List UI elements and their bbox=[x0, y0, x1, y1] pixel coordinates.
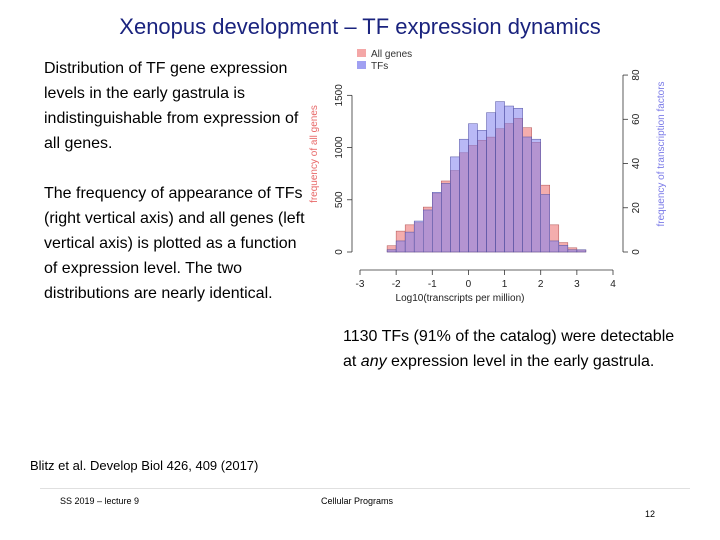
y-left-tick-label: 1500 bbox=[334, 84, 345, 107]
legend-swatch bbox=[357, 49, 366, 57]
legend-label: TFs bbox=[371, 61, 388, 72]
x-tick-label: -2 bbox=[392, 279, 401, 290]
tf-bar bbox=[468, 123, 478, 253]
y-right-tick-label: 80 bbox=[631, 69, 642, 81]
tf-bar bbox=[432, 192, 442, 253]
citation: Blitz et al. Develop Biol 426, 409 (2017… bbox=[30, 458, 259, 473]
tf-bar bbox=[477, 130, 487, 253]
y-right-tick-label: 60 bbox=[631, 113, 642, 125]
tf-bar bbox=[459, 138, 469, 253]
tf-bar bbox=[395, 240, 406, 253]
x-axis-label: Log10(transcripts per million) bbox=[396, 293, 525, 304]
footer-divider bbox=[40, 488, 690, 489]
tf-bar bbox=[567, 249, 578, 253]
x-tick-label: -3 bbox=[356, 279, 365, 290]
x-tick-label: 1 bbox=[502, 279, 508, 290]
tf-bar bbox=[549, 240, 560, 253]
tf-bar bbox=[413, 220, 424, 253]
x-tick-label: -1 bbox=[428, 279, 437, 290]
tf-bar bbox=[540, 194, 550, 253]
legend-label: All genes bbox=[371, 49, 412, 60]
x-tick-label: 3 bbox=[574, 279, 580, 290]
finding-text-emphasis: any bbox=[360, 353, 387, 370]
tf-bar bbox=[404, 231, 415, 253]
tf-bar bbox=[522, 136, 532, 253]
tf-bar bbox=[423, 209, 433, 253]
y-left-tick-label: 0 bbox=[334, 249, 345, 255]
finding-text-end: expression level in the early gastrula. bbox=[386, 353, 655, 370]
finding-paragraph: 1130 TFs (91% of the catalog) were detec… bbox=[343, 324, 683, 374]
tf-bar bbox=[531, 138, 541, 253]
x-tick-label: 2 bbox=[538, 279, 544, 290]
tf-bar bbox=[576, 249, 587, 253]
explanation-paragraph: The frequency of appearance of TFs (righ… bbox=[44, 185, 305, 302]
finding-text-start: 1130 TFs (91% of the catalog) were detec… bbox=[343, 328, 675, 370]
footer-course: Cellular Programs bbox=[321, 496, 394, 506]
tf-bar bbox=[558, 245, 569, 253]
y-right-tick-label: 20 bbox=[631, 202, 642, 214]
footer-lecture: SS 2019 – lecture 9 bbox=[60, 496, 140, 506]
y-right-tick-label: 0 bbox=[631, 249, 642, 255]
tf-bar bbox=[386, 249, 397, 253]
intro-paragraph: Distribution of TF gene expression level… bbox=[44, 60, 299, 152]
page-number: 12 bbox=[645, 509, 656, 519]
tf-bars bbox=[386, 101, 587, 253]
tf-bar bbox=[486, 112, 496, 253]
y-axis-left-label: frequency of all genes bbox=[309, 105, 320, 203]
legend-swatch bbox=[357, 61, 366, 69]
x-tick-label: 4 bbox=[610, 279, 616, 290]
tf-bar bbox=[504, 105, 514, 253]
slide-title: Xenopus development – TF expression dyna… bbox=[119, 14, 601, 39]
x-tick-label: 0 bbox=[466, 279, 472, 290]
tf-bar bbox=[495, 101, 505, 253]
tf-bar bbox=[513, 107, 523, 253]
tf-bar bbox=[441, 183, 451, 253]
y-left-tick-label: 500 bbox=[334, 191, 345, 208]
tf-bar bbox=[450, 156, 460, 253]
y-axis-right-label: frequency of transcription factors bbox=[656, 81, 667, 226]
y-left-tick-label: 1000 bbox=[334, 136, 345, 159]
y-right-tick-label: 40 bbox=[631, 158, 642, 170]
